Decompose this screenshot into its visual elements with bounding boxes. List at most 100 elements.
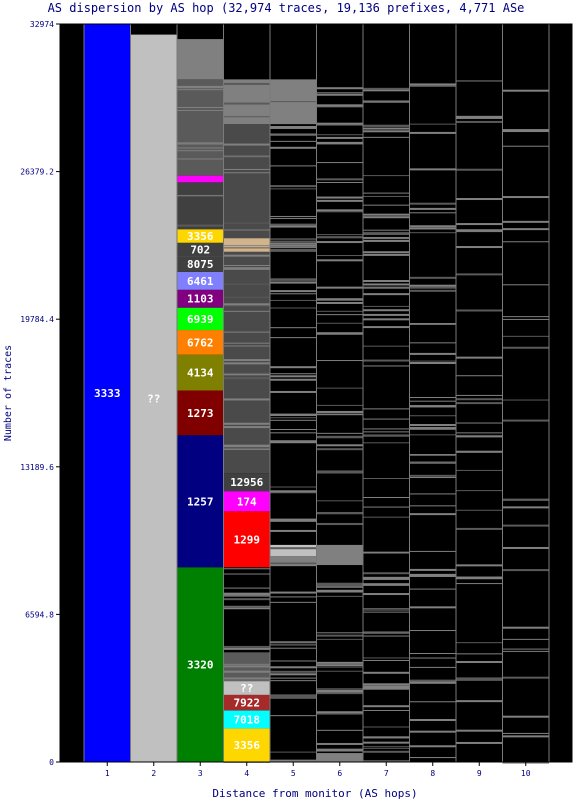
minor-as-stripe xyxy=(456,168,503,171)
y-axis-label: Number of traces xyxy=(3,345,14,441)
as-segment-4-7922 xyxy=(223,694,270,711)
minor-as-stripe xyxy=(456,576,503,579)
minor-as-stripe xyxy=(363,431,410,433)
minor-as-stripe xyxy=(223,267,270,270)
minor-as-stripe xyxy=(363,760,410,762)
minor-as-stripe xyxy=(456,115,503,118)
minor-as-stripe xyxy=(223,372,270,374)
minor-as-stripe xyxy=(270,299,317,301)
minor-as-stripe xyxy=(363,175,410,177)
minor-as-stripe xyxy=(363,195,410,197)
minor-as-stripe xyxy=(270,547,317,550)
as-segment-label: 6939 xyxy=(187,313,214,326)
as-segment-label: 3356 xyxy=(187,230,214,243)
minor-as-stripe xyxy=(223,665,270,668)
minor-as-stripe xyxy=(316,236,363,239)
minor-as-stripe xyxy=(223,172,270,174)
minor-as-stripe xyxy=(223,568,270,570)
minor-as-stripe xyxy=(456,564,503,567)
minor-as-stripe xyxy=(456,677,503,680)
minor-as-stripe xyxy=(270,680,317,682)
minor-as-stripe xyxy=(270,562,317,565)
minor-as-stripe xyxy=(363,213,410,216)
as-segment-label: 4134 xyxy=(187,367,214,380)
minor-as-stripe xyxy=(409,323,456,325)
minor-as-stripe xyxy=(316,92,363,94)
minor-as-stripe xyxy=(409,276,456,279)
minor-as-stripe xyxy=(223,377,270,380)
minor-as-stripe xyxy=(409,666,456,668)
minor-as-stripe xyxy=(223,422,270,425)
minor-as-stripe xyxy=(363,736,410,739)
minor-as-stripe xyxy=(270,240,317,243)
minor-as-stripe xyxy=(223,675,270,678)
as-segment-3-1103 xyxy=(177,289,224,308)
minor-as-stripe xyxy=(270,432,317,434)
minor-as-stripe xyxy=(316,178,363,181)
minor-as-stripe xyxy=(223,102,270,105)
minor-as-stripe xyxy=(316,595,363,597)
minor-as-stripe xyxy=(223,592,270,595)
minor-as-stripe xyxy=(270,244,317,247)
as-segment-4-qq xyxy=(223,681,270,695)
minor-as-stripe xyxy=(409,284,456,287)
minor-as-stripe xyxy=(223,587,270,589)
minor-as-stripe xyxy=(409,427,456,430)
minor-as-stripe xyxy=(316,756,363,759)
minor-as-stripe xyxy=(363,229,410,231)
minor-as-stripe xyxy=(363,100,410,102)
minor-as-stripe xyxy=(177,143,224,145)
x-tick-label: 6 xyxy=(337,769,342,778)
minor-as-stripe xyxy=(270,413,317,416)
as-segment-4-3356 xyxy=(223,728,270,762)
minor-as-stripe xyxy=(223,245,270,247)
minor-as-stripe xyxy=(409,227,456,230)
as-segment-label: 6762 xyxy=(187,336,214,349)
minor-as-stripe xyxy=(363,747,410,749)
unlabeled-segment xyxy=(316,544,363,566)
minor-as-stripe xyxy=(456,246,503,249)
minor-as-stripe xyxy=(223,362,270,365)
minor-as-stripe xyxy=(223,254,270,257)
minor-as-stripe xyxy=(363,572,410,575)
minor-as-stripe xyxy=(502,732,549,734)
x-axis: 1 2 3 4 5 6 7 8 9 10 xyxy=(105,762,531,778)
minor-as-stripe xyxy=(270,677,317,679)
minor-as-stripe xyxy=(363,365,410,367)
minor-as-stripe xyxy=(223,264,270,266)
minor-as-stripe xyxy=(316,196,363,199)
minor-as-stripe xyxy=(316,742,363,744)
unlabeled-segment xyxy=(177,182,224,230)
minor-as-stripe xyxy=(316,360,363,362)
minor-as-stripe xyxy=(502,228,549,231)
minor-as-stripe xyxy=(270,486,317,488)
minor-as-stripe xyxy=(456,490,503,492)
as-segment-3-3356 xyxy=(177,229,224,243)
minor-as-stripe xyxy=(270,238,317,240)
minor-as-stripe xyxy=(409,462,456,464)
minor-as-stripe xyxy=(223,303,270,306)
minor-as-stripe xyxy=(502,569,549,572)
minor-as-stripe xyxy=(316,638,363,640)
minor-as-stripe xyxy=(363,318,410,321)
minor-as-stripe xyxy=(409,212,456,214)
as-segment-4-7018 xyxy=(223,710,270,729)
minor-as-stripe xyxy=(316,136,363,139)
minor-as-stripe xyxy=(363,551,410,553)
minor-as-stripe xyxy=(316,748,363,750)
minor-as-stripe xyxy=(409,405,456,408)
minor-as-stripe xyxy=(270,419,317,421)
minor-as-stripe xyxy=(223,247,270,249)
unlabeled-segment xyxy=(223,124,270,474)
minor-as-stripe xyxy=(456,223,503,226)
as-segment-3-4134 xyxy=(177,354,224,391)
minor-as-stripe xyxy=(223,359,270,362)
minor-as-stripe xyxy=(270,641,317,643)
minor-as-stripe xyxy=(223,155,270,157)
minor-as-stripe xyxy=(363,552,410,554)
minor-as-stripe xyxy=(316,586,363,588)
minor-as-stripe xyxy=(270,366,317,369)
y-tick-label: 32974 xyxy=(30,20,54,29)
minor-as-stripe xyxy=(409,360,456,362)
